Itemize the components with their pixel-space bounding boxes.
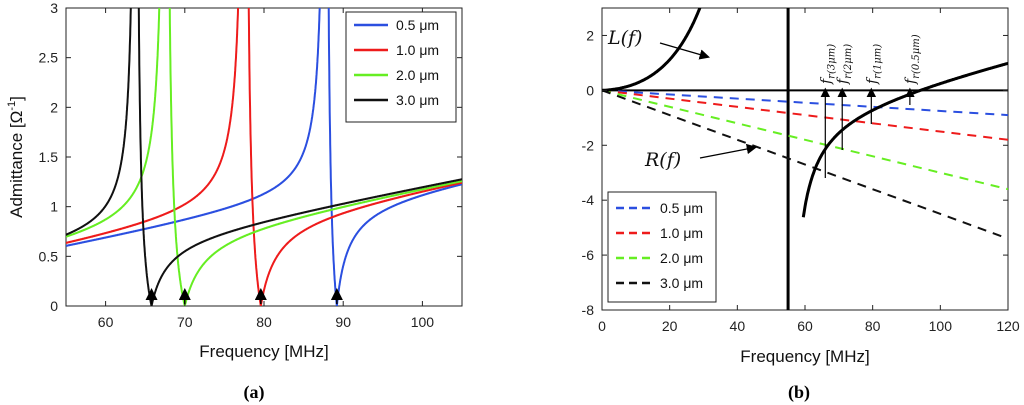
y-tick-label: -4 [582, 192, 595, 208]
x-tick-label: 0 [598, 318, 606, 334]
x-tick-label: 80 [256, 314, 272, 330]
panel-a-label: (a) [244, 382, 265, 403]
fr-label: fr(1μm) [864, 44, 883, 85]
legend-entry: 1.0 μm [396, 42, 439, 58]
legend-box [607, 191, 717, 303]
x-tick-label: 80 [865, 318, 881, 334]
panel-a-resonance-arrows [145, 288, 343, 304]
L-curve [602, 8, 702, 92]
panel-b-x-axis-label: Frequency [MHz] [740, 347, 869, 366]
panel-a: 60 70 80 90 100 0 0.5 1 1.5 2 2.5 3 0.5 μm 1.0 μm 2.… [6, 0, 463, 403]
y-tick-label: 2.5 [39, 50, 59, 66]
panel-a-x-ticks: 60 70 80 90 100 [98, 8, 434, 330]
x-tick-label: 20 [662, 318, 678, 334]
legend-entry: 2.0 μm [660, 250, 703, 266]
L-curve-pointer [659, 42, 710, 60]
fr-label: fr(2μm) [835, 44, 854, 85]
legend-entry: 0.5 μm [660, 200, 703, 216]
panel-b-label: (b) [788, 382, 810, 403]
x-tick-label: 60 [797, 318, 813, 334]
legend-entry: 3.0 μm [396, 92, 439, 108]
panel-b-y-ticks: -8 -6 -4 -2 0 2 [582, 27, 1008, 318]
series-line [66, 8, 462, 306]
x-tick-label: 120 [996, 318, 1020, 334]
R-curve-label: R(f) [644, 149, 681, 171]
panel-a-legend: 0.5 μm 1.0 μm 2.0 μm 3.0 μm [345, 11, 457, 123]
series-line [602, 89, 1008, 240]
x-tick-label: 100 [411, 314, 435, 330]
y-tick-label: 2 [50, 99, 58, 115]
x-tick-label: 40 [730, 318, 746, 334]
fr-label: fr(3μm) [818, 44, 837, 85]
fr-label: fr(0.5μm) [903, 34, 922, 85]
x-tick-label: 90 [335, 314, 351, 330]
panel-a-x-axis-label: Frequency [MHz] [199, 342, 328, 361]
panel-b-series-group [602, 8, 1008, 310]
legend-entry: 2.0 μm [396, 67, 439, 83]
panel-b-x-ticks: 0 20 40 60 80 100 120 [598, 8, 1020, 334]
panel-a-y-axis-label: Admittance [Ω-1] [6, 96, 26, 218]
series-line [602, 89, 1008, 117]
series-line [66, 8, 462, 306]
legend-entry: 0.5 μm [396, 17, 439, 33]
y-tick-label: -8 [582, 302, 595, 318]
legend-entry: 3.0 μm [660, 275, 703, 291]
x-tick-label: 70 [177, 314, 193, 330]
panel-b-legend: 0.5 μm 1.0 μm 2.0 μm 3.0 μm [607, 191, 717, 303]
panel-b-annotations: L(f) R(f) fr(3μm)fr(2μm) fr(1μm) fr(0.5μm) [607, 27, 922, 178]
x-tick-label: 60 [98, 314, 114, 330]
panel-a-y-ticks: 0 0.5 1 1.5 2 2.5 3 [39, 0, 462, 314]
y-tick-label: 0 [586, 82, 594, 98]
panel-a-series-group [66, 8, 462, 306]
y-tick-label: 1.5 [39, 149, 59, 165]
y-tick-label: 0.5 [39, 248, 59, 264]
x-tick-label: 100 [929, 318, 953, 334]
series-line [66, 8, 462, 306]
R-curve-pointer [699, 143, 758, 159]
y-tick-label: 1 [50, 199, 58, 215]
legend-entry: 1.0 μm [660, 225, 703, 241]
series-line [602, 89, 1008, 191]
y-tick-label: 3 [50, 0, 58, 16]
series-line [66, 8, 462, 306]
y-tick-label: 0 [50, 298, 58, 314]
y-tick-label: -6 [582, 247, 595, 263]
panel-b: 0 20 40 60 80 100 120 -8 -6 -4 -2 0 2 L(f) R(f) fr(3μ… [582, 7, 1020, 403]
legend-box [345, 11, 457, 123]
y-tick-label: -2 [582, 137, 595, 153]
L-curve-label: L(f) [607, 27, 642, 49]
y-tick-label: 2 [586, 27, 594, 43]
series-line [602, 89, 1008, 141]
